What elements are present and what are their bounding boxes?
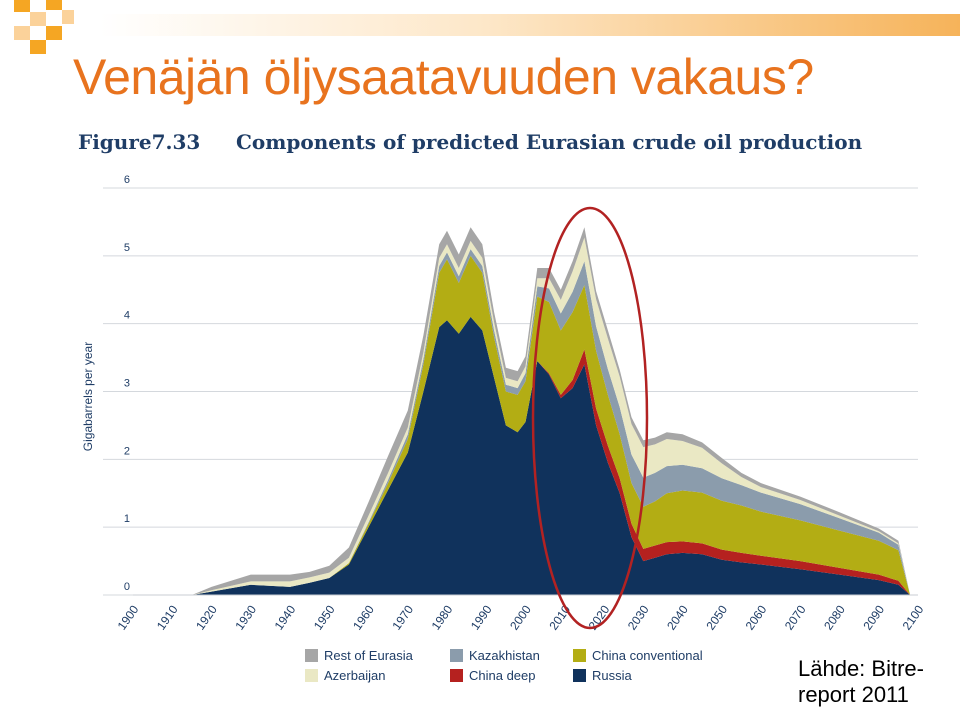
x-tick-label: 2100 xyxy=(900,602,927,632)
deco-square xyxy=(62,10,74,24)
legend-swatch xyxy=(450,669,463,682)
x-tick-label: 2040 xyxy=(664,602,691,632)
legend-item: China conventional xyxy=(573,648,703,663)
x-tick-label: 1930 xyxy=(232,602,259,632)
x-tick-label: 1900 xyxy=(115,602,142,632)
area-china-conventional xyxy=(133,255,911,596)
legend-item: Russia xyxy=(573,668,632,683)
x-tick-label: 1910 xyxy=(154,602,181,632)
deco-square xyxy=(46,26,62,40)
x-tick-label: 1990 xyxy=(468,602,495,632)
source-line-1: Lähde: Bitre- xyxy=(798,656,924,681)
y-tick-label: 1 xyxy=(124,513,130,525)
y-tick-label: 3 xyxy=(124,378,130,390)
legend-swatch xyxy=(573,669,586,682)
source-note: Lähde: Bitre- report 2011 xyxy=(798,656,958,708)
x-tick-label: 2080 xyxy=(821,602,848,632)
deco-square xyxy=(46,0,62,10)
legend-swatch xyxy=(450,649,463,662)
y-tick-label: 0 xyxy=(124,581,130,593)
area-china-deep xyxy=(133,316,911,595)
slide-title: Venäjän öljysaatavuuden vakaus? xyxy=(73,49,814,105)
deco-square xyxy=(14,26,30,40)
legend-swatch xyxy=(573,649,586,662)
y-tick-label: 6 xyxy=(124,174,130,186)
legend-swatch xyxy=(305,669,318,682)
x-tick-label: 1920 xyxy=(193,602,220,632)
legend-label: Russia xyxy=(592,668,632,683)
legend-item: Rest of Eurasia xyxy=(305,648,413,663)
source-line-2: report 2011 xyxy=(798,682,909,707)
legend-swatch xyxy=(305,649,318,662)
x-tick-label: 2030 xyxy=(625,602,652,632)
y-tick-label: 2 xyxy=(124,445,130,457)
legend-item: Kazakhistan xyxy=(450,648,540,663)
x-tick-label: 1980 xyxy=(429,602,456,632)
x-tick-label: 1970 xyxy=(389,602,416,632)
x-tick-label: 1940 xyxy=(272,602,299,632)
x-tick-label: 2050 xyxy=(703,602,730,632)
x-tick-label: 1950 xyxy=(311,602,338,632)
legend-item: Azerbaijan xyxy=(305,668,385,683)
legend-label: Rest of Eurasia xyxy=(324,648,413,663)
legend-label: Azerbaijan xyxy=(324,668,386,683)
chart-legend: Rest of Eurasia Kazakhistan China conventi… xyxy=(305,648,785,690)
chart-title: Components of predicted Eurasian crude o… xyxy=(236,130,863,154)
area-russia xyxy=(133,316,911,595)
header-gradient-bar xyxy=(100,14,960,36)
highlight-ellipse xyxy=(531,206,649,630)
x-tick-label: 2060 xyxy=(743,602,770,632)
legend-item: China deep xyxy=(450,668,536,683)
legend-label: Kazakhistan xyxy=(469,648,540,663)
x-tick-label: 2000 xyxy=(507,602,534,632)
y-axis-label: Gigabarrels per year xyxy=(81,342,95,451)
deco-square xyxy=(14,0,30,12)
y-tick-label: 5 xyxy=(124,242,130,254)
deco-square xyxy=(30,12,46,26)
x-tick-label: 2090 xyxy=(860,602,887,632)
corner-decoration xyxy=(0,0,100,60)
x-tick-label: 2070 xyxy=(782,602,809,632)
y-tick-label: 4 xyxy=(124,310,130,322)
deco-square xyxy=(30,40,46,54)
x-tick-label: 1960 xyxy=(350,602,377,632)
legend-label: China conventional xyxy=(592,648,703,663)
x-tick-label: 2010 xyxy=(546,602,573,632)
figure-label: Figure7.33 xyxy=(78,130,201,154)
legend-label: China deep xyxy=(469,668,536,683)
